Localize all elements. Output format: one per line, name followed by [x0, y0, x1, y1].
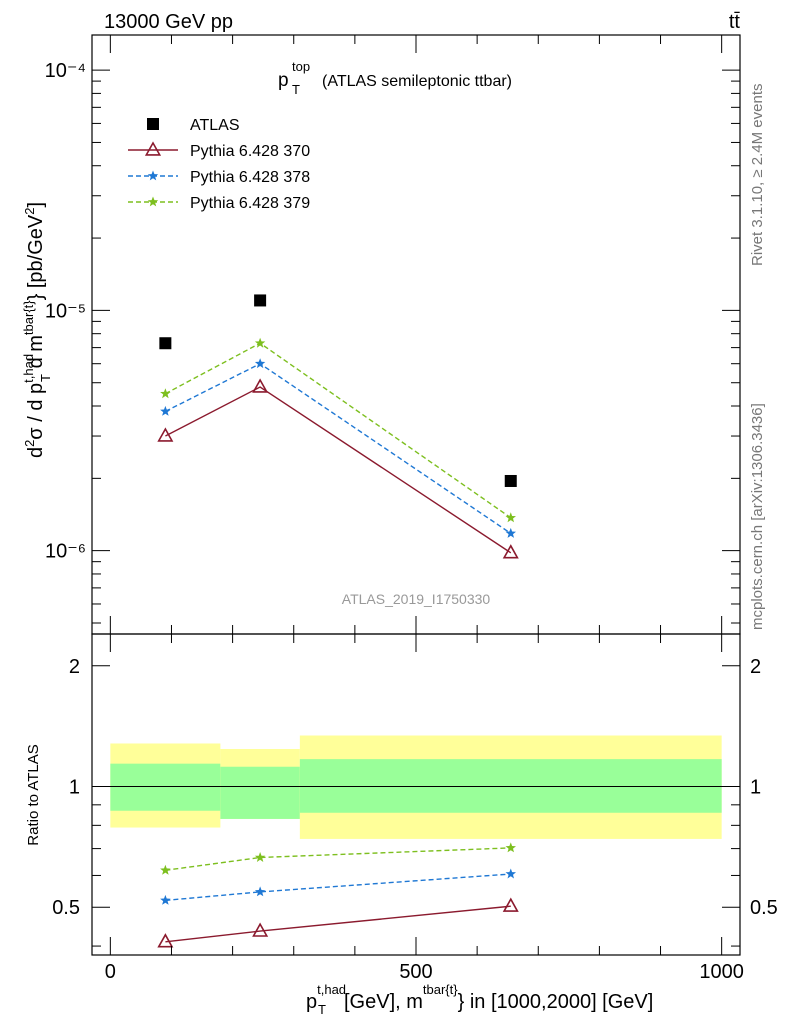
ratio-series-0-point-2: [502, 897, 519, 912]
band-inner-0: [110, 763, 221, 811]
ratio-ytick-label: 1: [69, 776, 80, 798]
legend-marker: [147, 118, 159, 130]
x-axis-title: pt,had T [GeV], mtbar{t}} in [1000,2000] […: [306, 982, 653, 1017]
legend-marker: [144, 141, 162, 156]
xtick-label: 500: [399, 961, 432, 983]
legend: ATLAS Pythia 6.428 370 Pythia 6.428 378 Pyt…: [128, 117, 310, 212]
ratio-ytick-label-right: 2: [750, 656, 761, 678]
main-series-3-point-2: [505, 512, 516, 523]
legend-entry-3: Pythia 6.428 379: [128, 195, 310, 212]
xtick-label: 0: [105, 961, 116, 983]
legend-label: Pythia 6.428 370: [190, 143, 310, 160]
title-sub: T: [292, 82, 300, 97]
xtick-label: 1000: [699, 961, 744, 983]
ratio-ytick-label-right: 1: [750, 776, 761, 798]
energy-label: 13000 GeV pp: [104, 11, 233, 33]
main-series-0-point-0: [159, 337, 172, 350]
analysis-watermark: ATLAS_2019_I1750330: [342, 591, 491, 607]
title-p: p: [278, 70, 289, 91]
main-series-2-point-1: [254, 358, 266, 369]
main-series-2-point-0: [160, 405, 171, 416]
y-axis-title-bottom: Ratio to ATLAS: [25, 744, 42, 845]
main-series-2-line: [165, 362, 512, 534]
plot-title: p top T (ATLAS semileptonic ttbar): [278, 59, 512, 97]
legend-label: Pythia 6.428 378: [190, 169, 310, 186]
legend-entry-2: Pythia 6.428 378: [128, 169, 310, 186]
main-series-1-point-0: [157, 427, 174, 442]
main-ytick-label: 10⁻⁵: [45, 300, 86, 322]
ratio-series-2-line: [165, 847, 511, 871]
band-inner-2: [299, 759, 722, 813]
mcplots-info: mcplots.cern.ch [arXiv:1306.3436]: [749, 403, 766, 630]
legend-marker: [147, 196, 159, 207]
y-axis-title-top: d2σ / d pt,had T d mtbar{t}} [pb/GeV2]: [21, 202, 53, 458]
main-series-3-point-0: [160, 388, 171, 399]
legend-entry-0: ATLAS: [147, 117, 240, 134]
main-series-1-line: [165, 386, 512, 554]
ratio-series-2-point-1: [254, 852, 266, 862]
ratio-ytick-label: 2: [69, 656, 80, 678]
main-ytick-label: 10⁻⁶: [45, 541, 86, 563]
legend-marker: [147, 170, 159, 181]
title-sup: top: [292, 59, 310, 74]
ratio-series-2-point-2: [505, 842, 516, 853]
main-ytick-label: 10⁻⁴: [45, 60, 86, 82]
ratio-series-0-point-0: [157, 933, 174, 948]
main-series-3-line: [165, 342, 512, 519]
ratio-series-1-point-0: [160, 894, 171, 905]
rivet-info: Rivet 3.1.10, ≥ 2.4M events: [749, 84, 766, 267]
legend-label: Pythia 6.428 379: [190, 195, 310, 212]
main-series-3-point-1: [254, 337, 266, 348]
ratio-series-0-line: [165, 905, 511, 943]
main-series-1-point-1: [252, 378, 269, 393]
ratio-series-1-line: [165, 873, 511, 902]
band-inner-1: [220, 766, 300, 819]
ratio-series-1-point-2: [505, 868, 516, 879]
main-series-0-point-2: [504, 474, 517, 487]
ratio-series-0-point-1: [252, 922, 269, 937]
legend-label: ATLAS: [190, 117, 240, 134]
process-label: tt̄: [729, 11, 741, 33]
main-series-2-point-2: [505, 527, 516, 538]
legend-entry-1: Pythia 6.428 370: [128, 141, 310, 160]
main-series-0-point-1: [254, 294, 267, 307]
ratio-series-1-point-1: [254, 886, 266, 897]
ratio-ytick-label: 0.5: [52, 897, 80, 919]
main-series-1-point-2: [502, 544, 519, 559]
title-rest: (ATLAS semileptonic ttbar): [322, 73, 512, 90]
ratio-series-2-point-0: [160, 864, 171, 875]
ratio-ytick-label-right: 0.5: [750, 897, 778, 919]
